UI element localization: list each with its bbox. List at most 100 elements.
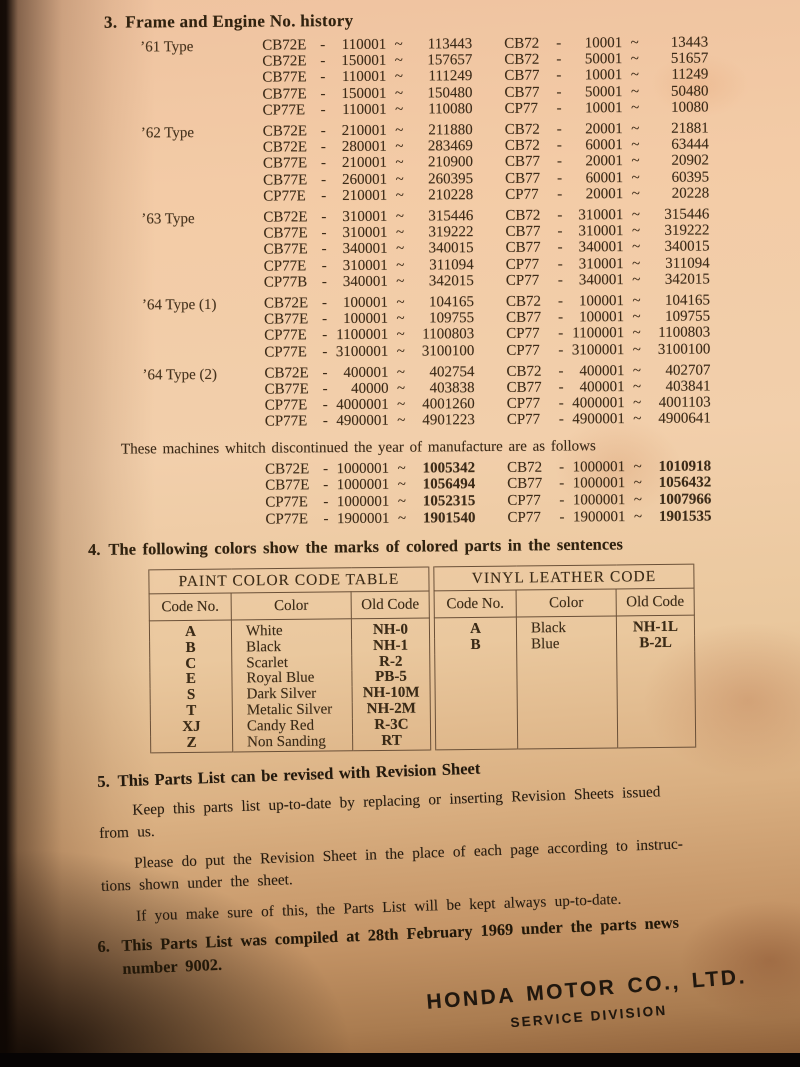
column-gap: [474, 364, 506, 380]
publisher-footer: HONDA MOTOR CO., LTD. SERVICE DIVISION: [425, 965, 749, 1037]
frame-no-end: 63444: [671, 136, 709, 153]
frame-no-end: 11249: [671, 66, 709, 84]
column-gap: [475, 493, 507, 510]
engine-no-start: 110001: [341, 69, 387, 86]
engine-no-start: 1100001: [336, 327, 389, 344]
engine-frame-row: CP77B -340001 ~342015 CP77-340001 ~342015: [264, 271, 800, 291]
engine-model: CB77E: [262, 155, 308, 173]
engine-no-start: 400001: [343, 364, 389, 381]
frame-no-start: 100001: [578, 293, 625, 310]
dash-separator: -: [321, 295, 328, 312]
engine-no-start: 210001: [341, 155, 388, 172]
engine-no-end: 210900: [427, 154, 474, 171]
frame-no-end: 342015: [664, 271, 710, 288]
tilde-separator: ~: [632, 379, 642, 396]
engine-model: CB72E: [264, 365, 309, 382]
frame-model: CP77: [507, 509, 541, 526]
dash-separator: -: [558, 325, 564, 342]
engine-no-end: 1100803: [422, 326, 475, 343]
frame-no-start: 60001: [585, 169, 624, 186]
frame-model: CB72: [504, 121, 540, 138]
engine-no-end: 3100100: [421, 342, 475, 360]
dash-separator: -: [322, 343, 328, 360]
paint-color-row: Z Non Sanding RT: [150, 732, 431, 753]
tilde-separator: ~: [631, 153, 640, 170]
engine-no-end: 150480: [427, 84, 473, 102]
column-gap: [474, 257, 506, 273]
dash-separator: -: [557, 223, 563, 240]
paint-color-name: Black: [231, 639, 352, 657]
type-rows: CB72E -310001 ~315446 CB72-310001 ~315446 CB…: [263, 206, 800, 291]
vinyl-code: A: [434, 616, 517, 639]
frame-model: CB72: [505, 207, 541, 224]
paint-code: S: [150, 687, 233, 705]
tilde-separator: ~: [631, 137, 640, 154]
column-gap: [472, 52, 504, 68]
dash-separator: -: [322, 365, 328, 382]
tilde-separator: ~: [395, 138, 404, 155]
paint-old-code: NH-2M: [352, 701, 431, 719]
tilde-separator: ~: [633, 458, 642, 475]
type-group-61: ’61 Type CB72E -110001 ~113443 CB72-10001 ~1…: [140, 34, 800, 120]
dash-separator: -: [320, 101, 326, 118]
tilde-separator: ~: [397, 396, 406, 413]
tilde-separator: ~: [632, 309, 641, 326]
column-gap: [475, 460, 507, 477]
tilde-separator: ~: [396, 294, 405, 311]
engine-no-end: 4001260: [422, 396, 475, 413]
frame-model: CP77: [505, 272, 540, 289]
frame-model: CP77: [506, 326, 540, 343]
frame-no-start: 50001: [584, 51, 623, 68]
frame-no-end: 319222: [664, 222, 710, 240]
paint-color-name: Royal Blue: [231, 670, 353, 688]
tilde-separator: ~: [633, 475, 642, 492]
engine-model: CB77E: [262, 85, 307, 103]
dash-separator: -: [556, 121, 562, 138]
dash-separator: -: [320, 155, 327, 172]
dash-separator: -: [321, 273, 327, 291]
tilde-separator: ~: [632, 293, 641, 310]
vinyl-color-name: Black: [516, 615, 617, 638]
engine-model: CB72E: [262, 123, 308, 140]
dash-separator: -: [323, 460, 329, 477]
discontinued-note: These machines whitch discontinued the y…: [120, 437, 596, 458]
column-header-old-code: Old Code: [351, 590, 430, 619]
tilde-separator: ~: [395, 155, 404, 172]
tilde-separator: ~: [631, 239, 641, 256]
frame-no-start: 10001: [584, 35, 623, 52]
tilde-separator: ~: [394, 69, 404, 86]
tilde-separator: ~: [395, 187, 404, 204]
engine-no-end: 342015: [428, 272, 474, 290]
paint-old-code: R-2: [351, 653, 430, 671]
section-color-codes: 4. The following colors show the marks o…: [0, 531, 800, 754]
tilde-separator: ~: [631, 223, 641, 240]
column-gap: [474, 326, 506, 342]
tilde-separator: ~: [397, 510, 407, 527]
frame-model: CP77: [506, 342, 540, 359]
engine-no-start: 1900001: [336, 510, 390, 528]
dash-separator: -: [558, 309, 564, 326]
engine-model: CP77E: [264, 327, 307, 345]
frame-no-start: 400001: [579, 379, 625, 396]
dash-separator: -: [556, 51, 562, 68]
engine-no-start: 1000001: [336, 493, 390, 511]
frame-no-end: 1010918: [658, 458, 712, 475]
engine-no-end: 157657: [427, 52, 473, 69]
frame-no-start: 100001: [579, 309, 625, 326]
frame-no-end: 50480: [670, 83, 709, 100]
tilde-separator: ~: [633, 411, 642, 428]
dash-separator: -: [321, 225, 327, 242]
tilde-separator: ~: [394, 36, 403, 53]
frame-no-start: 1000001: [572, 458, 626, 476]
frame-no-end: 1901535: [658, 508, 712, 525]
frame-no-start: 1100001: [572, 325, 625, 342]
tilde-separator: ~: [632, 271, 641, 288]
tilde-separator: ~: [395, 241, 405, 258]
paint-code: T: [150, 703, 233, 721]
tilde-separator: ~: [630, 34, 639, 52]
tilde-separator: ~: [395, 101, 404, 118]
frame-model: CB77: [505, 170, 541, 187]
tilde-separator: ~: [632, 362, 642, 379]
dash-separator: -: [557, 239, 563, 256]
frame-no-end: 402707: [665, 362, 711, 379]
